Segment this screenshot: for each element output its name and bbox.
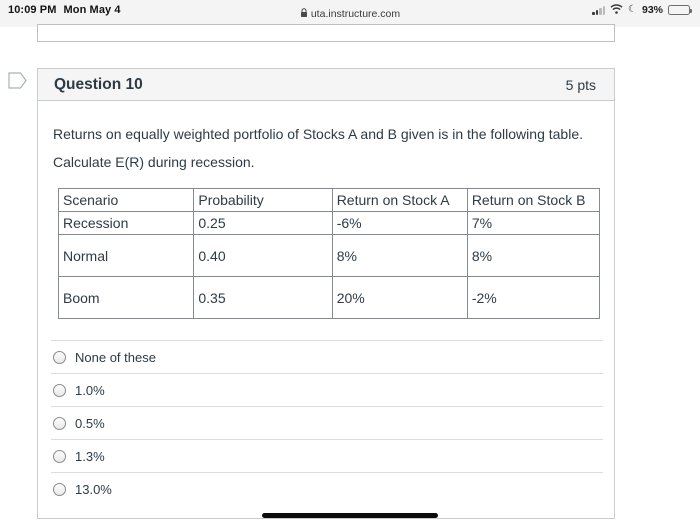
col-header-probability: Probability <box>193 188 333 212</box>
question-title: Question 10 <box>54 75 143 93</box>
option-label: 0.5% <box>75 415 105 431</box>
table-row: Recession 0.25 -6% 7% <box>57 211 601 235</box>
table-row: Boom 0.35 20% -2% <box>57 276 601 319</box>
radio-button-icon[interactable] <box>53 482 66 496</box>
radio-button-icon[interactable] <box>53 383 66 397</box>
cell-probability: 0.40 <box>193 234 333 277</box>
status-icons: ☾ 93% <box>592 3 692 17</box>
cell-scenario: Recession <box>57 211 195 235</box>
cell-return-a: 8% <box>331 234 468 277</box>
flag-question-icon[interactable] <box>8 72 27 94</box>
radio-button-icon[interactable] <box>53 350 66 364</box>
cell-return-b: 8% <box>466 234 601 277</box>
answer-option-13-0[interactable]: 13.0% <box>51 472 603 505</box>
question-prompt-line2: Calculate E(R) during recession. <box>53 154 255 170</box>
option-label: 1.3% <box>75 448 105 464</box>
scenario-table: Scenario Probability Return on Stock A R… <box>57 188 601 319</box>
question-header: Question 10 5 pts <box>38 69 614 101</box>
radio-button-icon[interactable] <box>53 449 66 463</box>
url-text: uta.instructure.com <box>310 8 401 20</box>
wifi-icon <box>610 3 623 17</box>
status-date: Mon May 4 <box>63 4 121 16</box>
col-header-return-a: Return on Stock A <box>331 188 468 212</box>
status-time: 10:09 PM <box>8 4 57 16</box>
table-row: Normal 0.40 8% 8% <box>57 234 601 277</box>
col-header-scenario: Scenario <box>57 188 195 212</box>
status-time-date: 10:09 PM Mon May 4 <box>8 4 121 16</box>
browser-tab-box <box>37 24 615 42</box>
option-label: 1.0% <box>75 382 105 398</box>
question-body: Returns on equally weighted portfolio of… <box>38 101 614 505</box>
status-bar: 10:09 PM Mon May 4 uta.instructure.com ☾ … <box>0 0 700 27</box>
cell-return-a: 20% <box>331 276 468 319</box>
cell-return-b: -2% <box>466 276 601 319</box>
battery-percent: 93% <box>641 4 663 16</box>
question-points: 5 pts <box>565 76 596 93</box>
home-indicator-bar[interactable] <box>262 513 438 518</box>
address-bar[interactable]: uta.instructure.com <box>0 8 700 21</box>
cell-scenario: Normal <box>57 234 195 277</box>
cell-return-a: -6% <box>331 211 468 235</box>
answer-option-1-3[interactable]: 1.3% <box>51 439 603 472</box>
answer-option-1-0[interactable]: 1.0% <box>51 373 603 406</box>
col-header-return-b: Return on Stock B <box>466 188 601 212</box>
table-header-row: Scenario Probability Return on Stock A R… <box>57 188 601 212</box>
question-prompt-line1: Returns on equally weighted portfolio of… <box>53 126 583 142</box>
lock-icon <box>300 8 308 21</box>
answer-options: None of these 1.0% 0.5% 1.3% 13.0% <box>51 340 603 505</box>
radio-button-icon[interactable] <box>53 416 66 430</box>
option-label: 13.0% <box>75 481 112 497</box>
cell-return-b: 7% <box>466 211 601 235</box>
answer-option-none-of-these[interactable]: None of these <box>51 340 603 373</box>
cell-probability: 0.25 <box>193 211 333 235</box>
moon-icon: ☾ <box>628 4 637 15</box>
option-label: None of these <box>75 349 156 365</box>
cell-scenario: Boom <box>57 276 195 319</box>
battery-icon <box>668 5 692 15</box>
cellular-signal-icon <box>592 5 606 15</box>
question-panel: Question 10 5 pts Returns on equally wei… <box>37 68 615 519</box>
answer-option-0-5[interactable]: 0.5% <box>51 406 603 439</box>
cell-probability: 0.35 <box>193 276 333 319</box>
